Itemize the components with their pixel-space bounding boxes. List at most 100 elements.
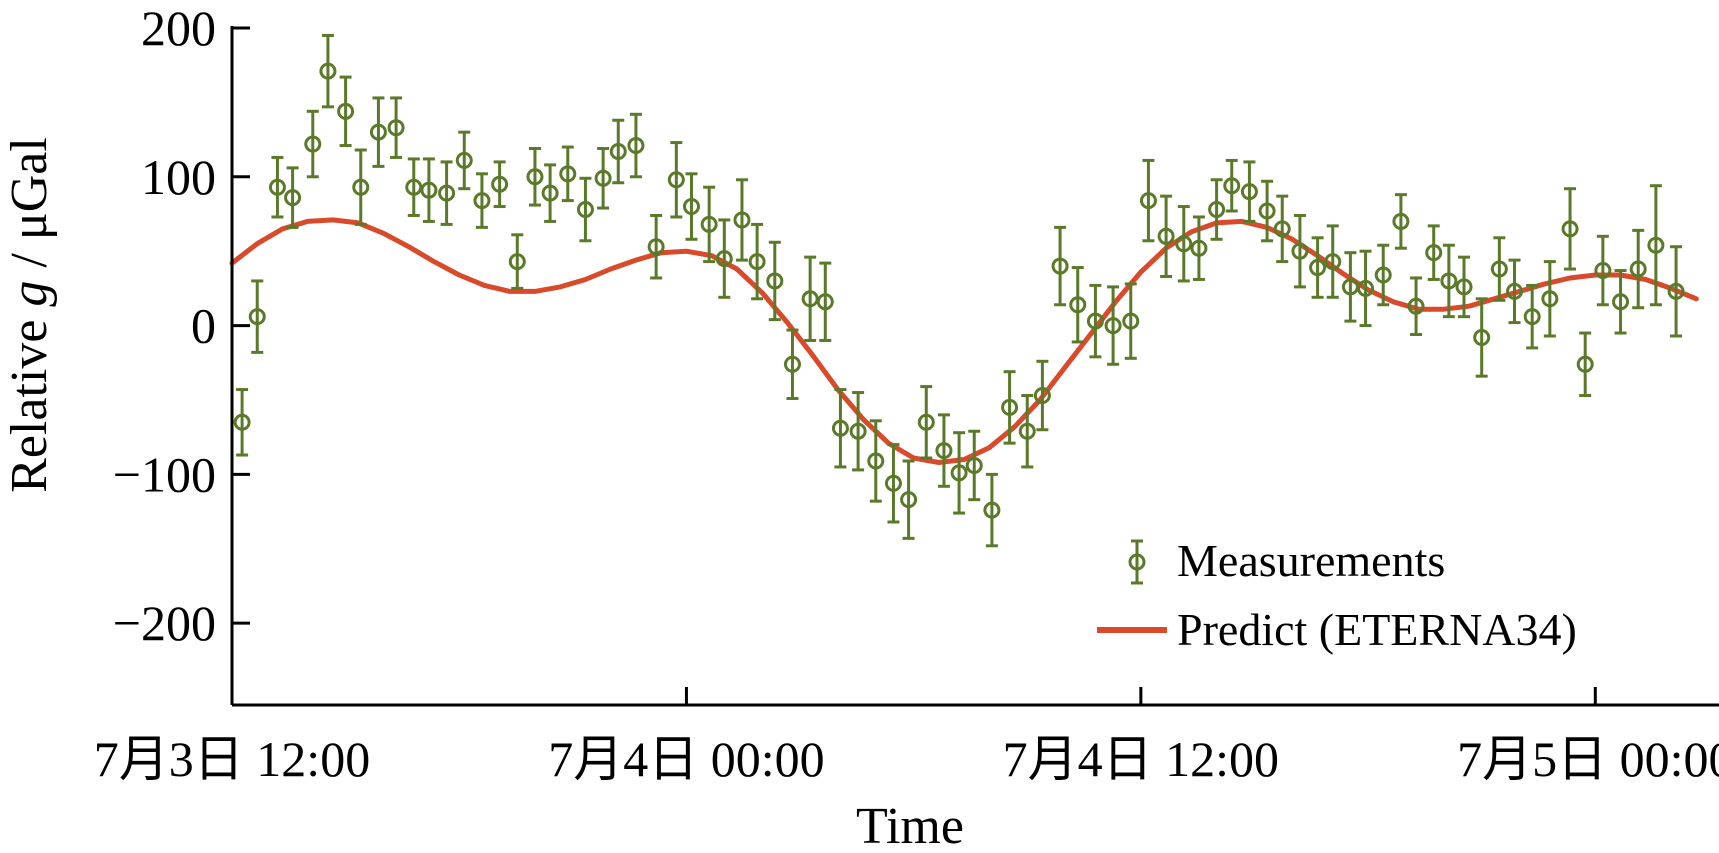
- measurement-point: [1647, 184, 1665, 307]
- measurement-point: [438, 160, 456, 226]
- measurement-marker: [352, 178, 370, 196]
- measurement-marker: [559, 165, 577, 183]
- measurement-marker: [1576, 355, 1594, 373]
- measurement-point: [1309, 236, 1327, 299]
- measurement-marker: [1190, 239, 1208, 257]
- measurement-point: [1561, 187, 1579, 271]
- measurement-marker: [284, 189, 302, 207]
- measurement-marker: [766, 272, 784, 290]
- measurement-point: [420, 157, 438, 223]
- measurement-point: [369, 96, 387, 168]
- measurement-marker: [1273, 220, 1291, 238]
- measurement-point: [748, 222, 766, 301]
- measurement-point: [1667, 245, 1685, 338]
- x-axis-title: Time: [856, 798, 964, 853]
- measurement-point: [1208, 178, 1226, 241]
- measurement-point: [1490, 236, 1508, 302]
- measurement-point: [816, 261, 834, 342]
- measurement-point: [647, 213, 665, 280]
- measurement-marker: [1324, 253, 1342, 271]
- measurement-marker: [473, 192, 491, 210]
- measurement-marker: [1455, 278, 1473, 296]
- measurement-marker: [1667, 282, 1685, 300]
- measurement-marker: [438, 184, 456, 202]
- y-axis-title-prefix: Relative: [1, 307, 58, 493]
- measurement-point: [1001, 370, 1019, 445]
- measurement-marker: [983, 501, 1001, 519]
- measurement-marker: [1506, 282, 1524, 300]
- measurement-point: [319, 33, 337, 109]
- measurement-point: [849, 391, 867, 472]
- measurement-marker: [369, 123, 387, 141]
- measurement-marker: [337, 102, 355, 120]
- measurement-point: [304, 109, 322, 179]
- measurement-point: [1455, 255, 1473, 319]
- measurement-marker: [609, 142, 627, 160]
- measurement-point: [1069, 266, 1087, 344]
- measurement-point: [473, 172, 491, 229]
- measurement-point: [1104, 285, 1122, 366]
- measurement-marker: [1122, 312, 1140, 330]
- measurement-point: [1392, 193, 1410, 250]
- measurement-point: [1157, 194, 1175, 278]
- measurement-point: [950, 431, 968, 515]
- measurement-marker: [420, 181, 438, 199]
- measurement-marker: [1392, 212, 1410, 230]
- y-axis-title-unit: / μGal: [1, 137, 58, 280]
- measurement-point: [1086, 283, 1104, 359]
- measurement-point: [1407, 276, 1425, 337]
- measurement-point: [387, 96, 405, 159]
- measurement-marker: [304, 135, 322, 153]
- measurement-point: [1175, 205, 1193, 283]
- measurement-point: [1629, 228, 1647, 310]
- measurement-marker: [1175, 235, 1193, 253]
- measurement-point: [1506, 258, 1524, 325]
- measurement-marker: [319, 62, 337, 80]
- measurement-point: [1612, 269, 1630, 335]
- measurement-marker: [627, 137, 645, 155]
- measurement-point: [1357, 249, 1375, 328]
- measurement-point: [594, 147, 612, 210]
- measurement-point: [1576, 331, 1594, 398]
- measurement-point: [867, 419, 885, 503]
- measurement-point: [455, 130, 473, 191]
- y-axis-title: Relative g / μGal: [1, 137, 58, 493]
- measurement-marker: [816, 293, 834, 311]
- measurement-point: [884, 443, 902, 524]
- legend-measurements-symbol: [1128, 539, 1146, 585]
- measurement-marker: [1208, 201, 1226, 219]
- measurement-point: [248, 279, 266, 354]
- measurement-point: [1341, 251, 1359, 323]
- measurement-marker: [1223, 177, 1241, 195]
- measurement-point: [1324, 224, 1342, 299]
- legend-predict-label: Predict (ETERNA34): [1177, 604, 1577, 655]
- measurement-marker: [801, 290, 819, 308]
- measurement-point: [801, 255, 819, 342]
- measurement-marker: [1629, 260, 1647, 278]
- measurement-marker: [1104, 317, 1122, 335]
- measurement-marker: [1086, 312, 1104, 330]
- measurement-marker: [1018, 422, 1036, 440]
- measurement-marker: [1001, 398, 1019, 416]
- measurement-marker: [1647, 236, 1665, 254]
- measurement-point: [983, 472, 1001, 548]
- measurement-point: [352, 148, 370, 226]
- measurement-point: [268, 155, 286, 219]
- measurement-point: [1440, 243, 1458, 319]
- measurement-marker: [1473, 328, 1491, 346]
- measurement-point: [491, 160, 509, 209]
- measurement-point: [284, 166, 302, 229]
- measurement-point: [337, 75, 355, 148]
- measurement-point: [965, 429, 983, 502]
- legend-measurements-marker: [1128, 553, 1146, 571]
- measurement-marker: [455, 151, 473, 169]
- measurement-point: [1018, 394, 1036, 469]
- y-axis-title-variable: g: [1, 281, 58, 307]
- x-tick-label: 7月5日 00:00: [1457, 731, 1719, 787]
- measurement-marker: [1541, 290, 1559, 308]
- measurement-point: [233, 388, 251, 457]
- measurement-point: [682, 172, 700, 241]
- measurement-marker: [491, 175, 509, 193]
- measurement-point: [783, 328, 801, 400]
